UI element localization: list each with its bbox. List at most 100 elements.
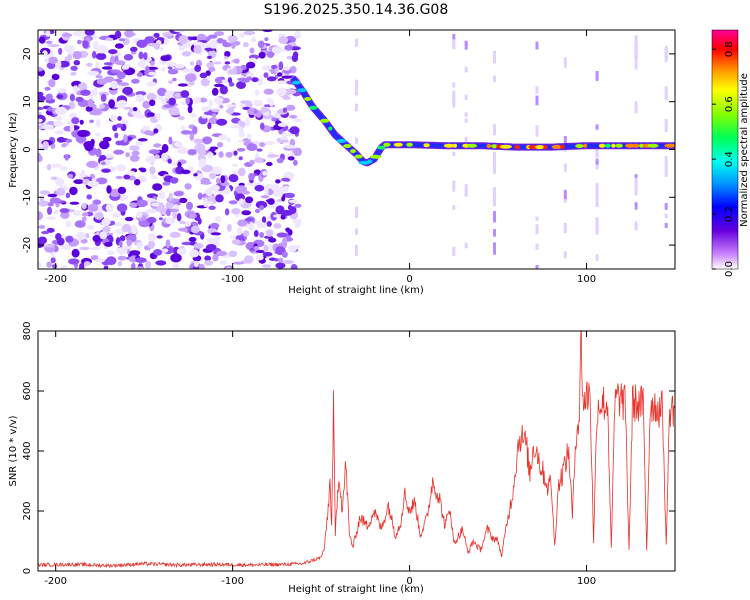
- noise-blob: [176, 247, 187, 255]
- noise-blob: [259, 232, 264, 238]
- y-tick-label: 20: [22, 48, 33, 61]
- colorbar-tick-label: 0.2: [724, 206, 735, 222]
- noise-blob: [38, 225, 46, 229]
- noise-blob: [206, 152, 214, 159]
- x-tick-label: -100: [221, 576, 244, 587]
- signal-hotspot: [486, 144, 492, 148]
- noise-blob: [213, 61, 222, 65]
- noise-blob: [39, 190, 51, 195]
- signal-hotspot: [583, 143, 588, 148]
- noise-blob: [95, 177, 108, 185]
- noise-blob: [169, 231, 181, 238]
- noise-blob: [254, 208, 261, 214]
- noise-blob: [135, 114, 146, 119]
- noise-blob: [48, 44, 60, 48]
- noise-streak: [452, 40, 456, 50]
- noise-blob: [114, 222, 123, 227]
- signal-hotspot: [383, 142, 391, 147]
- noise-blob: [75, 96, 84, 102]
- noise-streak: [563, 189, 567, 200]
- noise-blob: [206, 55, 213, 60]
- signal-hotspot: [611, 143, 616, 148]
- noise-blob: [227, 77, 233, 84]
- noise-streak: [464, 41, 468, 50]
- noise-streak: [493, 192, 496, 207]
- noise-blob: [237, 167, 246, 177]
- y-tick-label: 0: [22, 568, 33, 574]
- noise-blob: [99, 231, 108, 240]
- noise-blob: [262, 264, 272, 268]
- noise-blob: [48, 56, 58, 64]
- noise-blob: [284, 44, 293, 51]
- noise-blob: [42, 124, 54, 130]
- noise-blob: [231, 239, 241, 245]
- noise-blob: [253, 230, 259, 237]
- noise-blob: [38, 200, 50, 207]
- noise-blob: [254, 184, 265, 192]
- noise-blob: [109, 114, 117, 122]
- noise-blob: [284, 89, 297, 95]
- noise-blob: [123, 106, 133, 110]
- noise-streak: [452, 97, 456, 108]
- noise-blob: [199, 264, 206, 269]
- noise-blob: [72, 85, 79, 93]
- noise-blob: [109, 188, 121, 198]
- noise-blob: [129, 154, 140, 162]
- noise-blob: [140, 168, 147, 173]
- noise-blob: [186, 201, 193, 211]
- noise-blob: [187, 149, 197, 156]
- noise-blob: [130, 225, 138, 234]
- noise-blob: [145, 260, 152, 269]
- noise-blob: [121, 223, 132, 233]
- signal-hotspot: [664, 143, 675, 148]
- noise-blob: [177, 115, 185, 121]
- noise-blob: [81, 202, 87, 210]
- noise-blob: [142, 100, 151, 109]
- noise-blob: [218, 151, 224, 158]
- noise-blob: [232, 261, 244, 265]
- noise-blob: [38, 118, 43, 123]
- noise-blob: [74, 220, 86, 228]
- noise-blob: [238, 132, 246, 138]
- noise-blob: [181, 51, 192, 57]
- noise-blob: [190, 36, 199, 41]
- noise-blob: [87, 203, 99, 212]
- noise-blob: [115, 140, 123, 146]
- noise-blob: [177, 83, 188, 87]
- noise-blob: [113, 149, 125, 155]
- noise-blob: [65, 220, 72, 228]
- noise-blob: [83, 176, 93, 180]
- noise-blob: [157, 96, 164, 101]
- noise-blob: [260, 195, 270, 199]
- noise-blob: [103, 265, 109, 269]
- signal-hotspot: [367, 159, 373, 164]
- noise-blob: [135, 257, 147, 264]
- noise-streak: [464, 66, 468, 73]
- noise-blob: [38, 67, 44, 72]
- noise-blob: [174, 141, 183, 148]
- noise-blob: [47, 193, 58, 198]
- noise-blob: [187, 105, 193, 114]
- noise-blob: [244, 255, 254, 264]
- noise-blob: [116, 164, 127, 172]
- noise-blob: [247, 133, 252, 140]
- noise-streak: [595, 146, 599, 160]
- noise-blob: [136, 266, 145, 269]
- noise-streak: [493, 124, 496, 136]
- noise-blob: [121, 64, 130, 70]
- noise-blob: [208, 40, 218, 49]
- noise-blob: [82, 40, 89, 49]
- noise-blob: [246, 143, 258, 151]
- noise-blob: [266, 51, 275, 58]
- noise-blob: [137, 138, 148, 142]
- x-tick-label: 0: [406, 576, 412, 587]
- noise-blob: [69, 201, 80, 205]
- noise-blob: [270, 65, 278, 69]
- noise-blob: [85, 106, 93, 112]
- noise-blob: [194, 64, 202, 72]
- noise-blob: [202, 136, 213, 145]
- noise-blob: [117, 260, 123, 267]
- y-tick-label: 400: [22, 441, 33, 460]
- noise-blob: [108, 99, 115, 109]
- signal-hotspot: [615, 143, 623, 148]
